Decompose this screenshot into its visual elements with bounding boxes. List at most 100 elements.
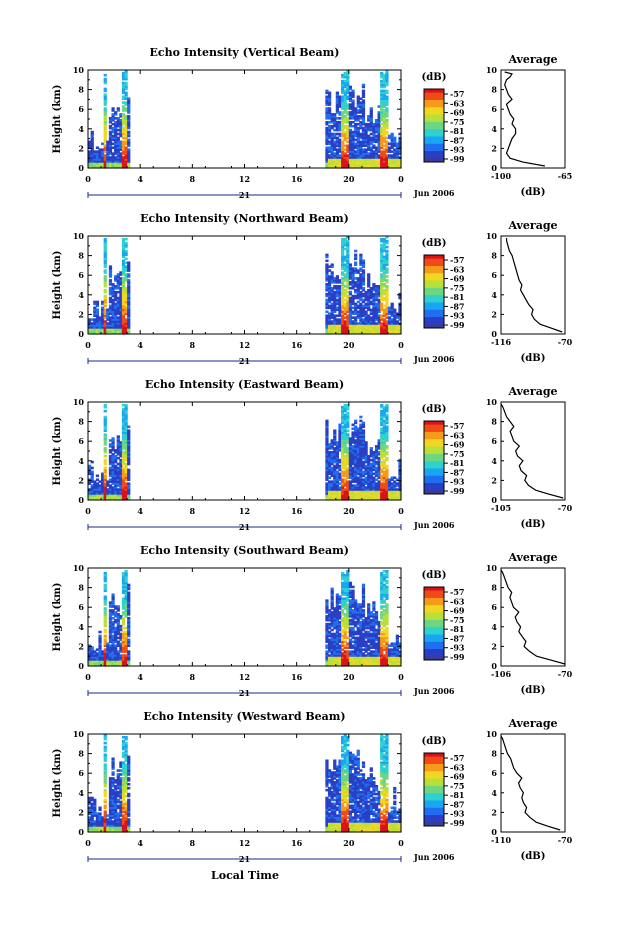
heatmap-cell (385, 290, 389, 294)
heatmap-cell (127, 658, 131, 661)
heatmap-cell (359, 470, 363, 474)
y-tick-label: 10 (73, 65, 85, 75)
heatmap-cell (341, 458, 345, 462)
heatmap-cell (382, 292, 386, 296)
heatmap-cell (95, 658, 100, 661)
heatmap-cell (354, 162, 358, 165)
heatmap-cell (346, 429, 350, 432)
heatmap-cell (390, 488, 394, 491)
heatmap-cell (382, 498, 386, 501)
heatmap-cell (335, 607, 339, 610)
heatmap-cell (116, 150, 120, 153)
heatmap-cell (364, 464, 368, 468)
heatmap-cell (338, 664, 342, 667)
heatmap-cell (327, 644, 332, 647)
heatmap-cell (95, 498, 100, 501)
heatmap-cell (119, 478, 123, 481)
heatmap-cell (103, 304, 107, 308)
heatmap-cell (380, 283, 384, 286)
colorbar-segment (424, 255, 444, 258)
heatmap-cell (382, 449, 386, 452)
heatmap-cell (108, 472, 113, 476)
heatmap-cell (116, 300, 120, 304)
heatmap-cell (354, 494, 358, 497)
heatmap-cell (356, 482, 360, 485)
heatmap-cell (343, 599, 347, 602)
heatmap-cell (341, 474, 345, 478)
heatmap-cell (382, 263, 386, 266)
heatmap-cell (95, 490, 100, 493)
heatmap-cell (359, 122, 363, 126)
heatmap-cell (351, 330, 355, 333)
heatmap-cell (385, 300, 389, 304)
heatmap-cell (372, 498, 376, 501)
heatmap-cell (124, 583, 128, 587)
heatmap-cell (108, 148, 113, 151)
heatmap-cell (369, 312, 373, 315)
heatmap-cell (330, 439, 334, 442)
heatmap-cell (346, 97, 350, 100)
heatmap-cell (124, 152, 128, 155)
heatmap-cell (385, 324, 389, 327)
heatmap-cell (361, 318, 366, 321)
heatmap-cell (348, 470, 353, 474)
heatmap-cell (338, 322, 342, 325)
heatmap-cell (374, 150, 379, 153)
heatmap-cell (127, 281, 131, 284)
heatmap-cell (343, 85, 347, 89)
heatmap-cell (343, 324, 347, 327)
heatmap-cell (354, 283, 358, 286)
heatmap-cell (327, 279, 332, 282)
heatmap-cell (121, 286, 126, 290)
colorbar-segment (424, 267, 444, 271)
heatmap-cell (387, 164, 392, 167)
heatmap-cell (374, 126, 379, 130)
heatmap-cell (124, 656, 128, 659)
heatmap-cell (90, 130, 94, 134)
heatmap-cell (124, 429, 128, 432)
heatmap-cell (103, 113, 107, 116)
heatmap-cell (338, 494, 342, 497)
heatmap-cell (354, 310, 358, 314)
heatmap-cell (359, 662, 363, 665)
heatmap-cell (338, 328, 342, 331)
colorbar-segment (424, 286, 444, 289)
heatmap-cell (372, 156, 376, 159)
heatmap-cell (90, 466, 94, 470)
heatmap-cell (330, 445, 334, 448)
heatmap-cell (380, 243, 384, 247)
heatmap-cell (341, 140, 345, 144)
heatmap-cell (377, 288, 381, 292)
heatmap-cell (98, 154, 102, 157)
heatmap-cell (124, 322, 128, 325)
heatmap-cell (116, 128, 120, 132)
heatmap-cell (333, 650, 337, 653)
heatmap-cell (361, 105, 366, 108)
heatmap-cell (111, 654, 115, 657)
heatmap-cell (121, 77, 126, 81)
heatmap-cell (343, 107, 347, 110)
heatmap-cell (121, 320, 126, 323)
heatmap-cell (346, 650, 350, 653)
heatmap-cell (116, 316, 120, 319)
heatmap-cell (338, 166, 342, 169)
colorbar-segment (424, 147, 444, 150)
heatmap-cell (351, 484, 355, 487)
heatmap-cell (114, 640, 118, 644)
heatmap-cell (348, 113, 353, 116)
heatmap-cell (335, 628, 339, 632)
heatmap-cell (385, 451, 389, 454)
heatmap-cell (127, 150, 131, 153)
heatmap-cell (341, 286, 345, 290)
heatmap-cell (374, 486, 379, 489)
heatmap-cell (343, 154, 347, 157)
heatmap-cell (127, 288, 131, 292)
heatmap-cell (127, 330, 131, 333)
heatmap-cell (101, 332, 105, 335)
heatmap-cell (367, 322, 371, 325)
heatmap-cell (103, 99, 107, 102)
heatmap-cell (346, 164, 350, 167)
heatmap-cell (124, 605, 128, 608)
heatmap-cell (90, 498, 94, 501)
heatmap-cell (359, 494, 363, 497)
